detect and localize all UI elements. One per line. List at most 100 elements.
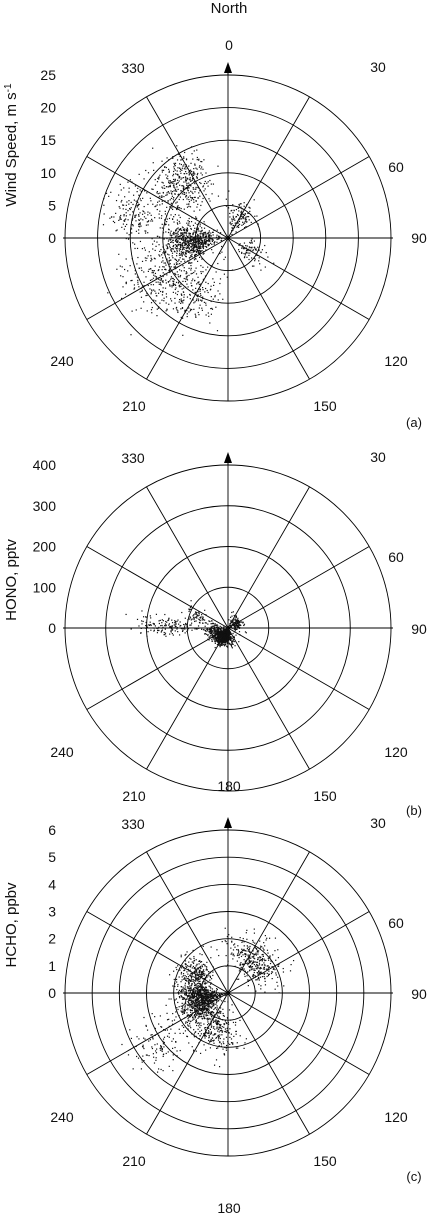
data-point xyxy=(215,1002,218,1004)
data-point xyxy=(195,1035,197,1038)
data-point xyxy=(237,617,239,619)
data-point xyxy=(168,257,170,259)
data-point xyxy=(217,1039,220,1041)
data-point xyxy=(191,245,193,247)
data-point xyxy=(185,192,187,194)
data-point xyxy=(198,314,200,316)
data-point xyxy=(196,177,198,179)
data-point xyxy=(209,630,211,632)
data-point xyxy=(202,995,204,997)
data-point xyxy=(184,236,186,239)
data-point xyxy=(188,986,190,988)
data-point xyxy=(210,946,212,948)
panel-label: (b) xyxy=(406,803,422,818)
data-point xyxy=(183,267,185,269)
data-point xyxy=(191,179,193,181)
data-point xyxy=(150,302,153,304)
data-point xyxy=(181,990,183,992)
data-point xyxy=(204,629,206,631)
data-point xyxy=(191,1003,193,1005)
data-point xyxy=(217,634,219,637)
data-point xyxy=(206,630,209,632)
data-point xyxy=(240,203,242,205)
data-point xyxy=(219,995,221,998)
data-point xyxy=(177,188,179,191)
data-point xyxy=(204,287,207,290)
data-point xyxy=(121,226,123,228)
data-point xyxy=(229,631,231,633)
data-point xyxy=(189,1009,191,1011)
data-point xyxy=(203,243,205,245)
data-point xyxy=(119,183,121,186)
data-point xyxy=(125,258,127,260)
data-point xyxy=(219,639,221,641)
data-point xyxy=(173,164,176,166)
data-point xyxy=(216,1013,218,1015)
data-point xyxy=(199,1030,201,1033)
data-point xyxy=(247,950,249,952)
data-point xyxy=(189,1003,191,1005)
data-point xyxy=(176,266,179,268)
data-point xyxy=(146,310,148,312)
data-point xyxy=(198,980,201,983)
data-point xyxy=(174,985,176,988)
data-point xyxy=(202,186,204,188)
data-point xyxy=(185,240,187,242)
data-point xyxy=(197,1032,199,1035)
data-point xyxy=(211,243,213,246)
data-point xyxy=(181,234,183,236)
data-point xyxy=(197,1028,199,1030)
data-point xyxy=(201,997,204,1000)
data-point xyxy=(185,170,187,173)
data-point xyxy=(205,969,207,971)
data-point xyxy=(179,176,181,179)
data-point xyxy=(245,950,247,952)
data-point xyxy=(202,1002,204,1004)
data-point xyxy=(178,623,180,625)
data-point xyxy=(257,958,259,961)
data-point xyxy=(219,232,222,234)
data-point xyxy=(221,251,223,253)
data-point xyxy=(261,964,263,966)
data-point xyxy=(223,626,225,628)
data-point xyxy=(147,214,149,216)
data-point xyxy=(208,1000,210,1003)
data-point xyxy=(201,299,203,301)
data-point xyxy=(256,971,258,974)
data-point xyxy=(250,257,253,259)
data-point xyxy=(127,219,129,221)
data-point xyxy=(181,630,184,633)
data-point xyxy=(150,617,152,619)
data-point xyxy=(205,986,207,988)
data-point xyxy=(192,1012,194,1014)
data-point xyxy=(186,278,188,280)
data-point xyxy=(248,956,251,959)
data-point xyxy=(141,260,144,263)
data-point xyxy=(198,1023,201,1025)
data-point xyxy=(220,1045,223,1047)
data-point xyxy=(170,181,172,183)
data-point xyxy=(173,978,175,981)
data-point xyxy=(243,963,245,965)
data-point xyxy=(235,1047,238,1049)
data-point xyxy=(255,967,257,969)
data-point xyxy=(177,965,179,967)
data-point xyxy=(200,995,203,997)
data-point xyxy=(198,230,200,232)
data-point xyxy=(264,935,266,937)
data-point xyxy=(224,1023,226,1025)
data-point xyxy=(196,993,198,995)
data-point xyxy=(211,634,213,636)
data-point xyxy=(207,1014,209,1017)
data-point xyxy=(180,172,182,174)
data-point xyxy=(170,630,172,632)
data-point xyxy=(155,300,157,302)
data-point xyxy=(254,975,257,977)
data-point xyxy=(211,307,213,309)
data-point xyxy=(216,234,218,236)
data-point xyxy=(232,621,234,623)
data-point xyxy=(171,181,173,183)
data-point xyxy=(172,181,175,183)
data-point xyxy=(263,949,265,951)
data-point xyxy=(258,257,260,259)
